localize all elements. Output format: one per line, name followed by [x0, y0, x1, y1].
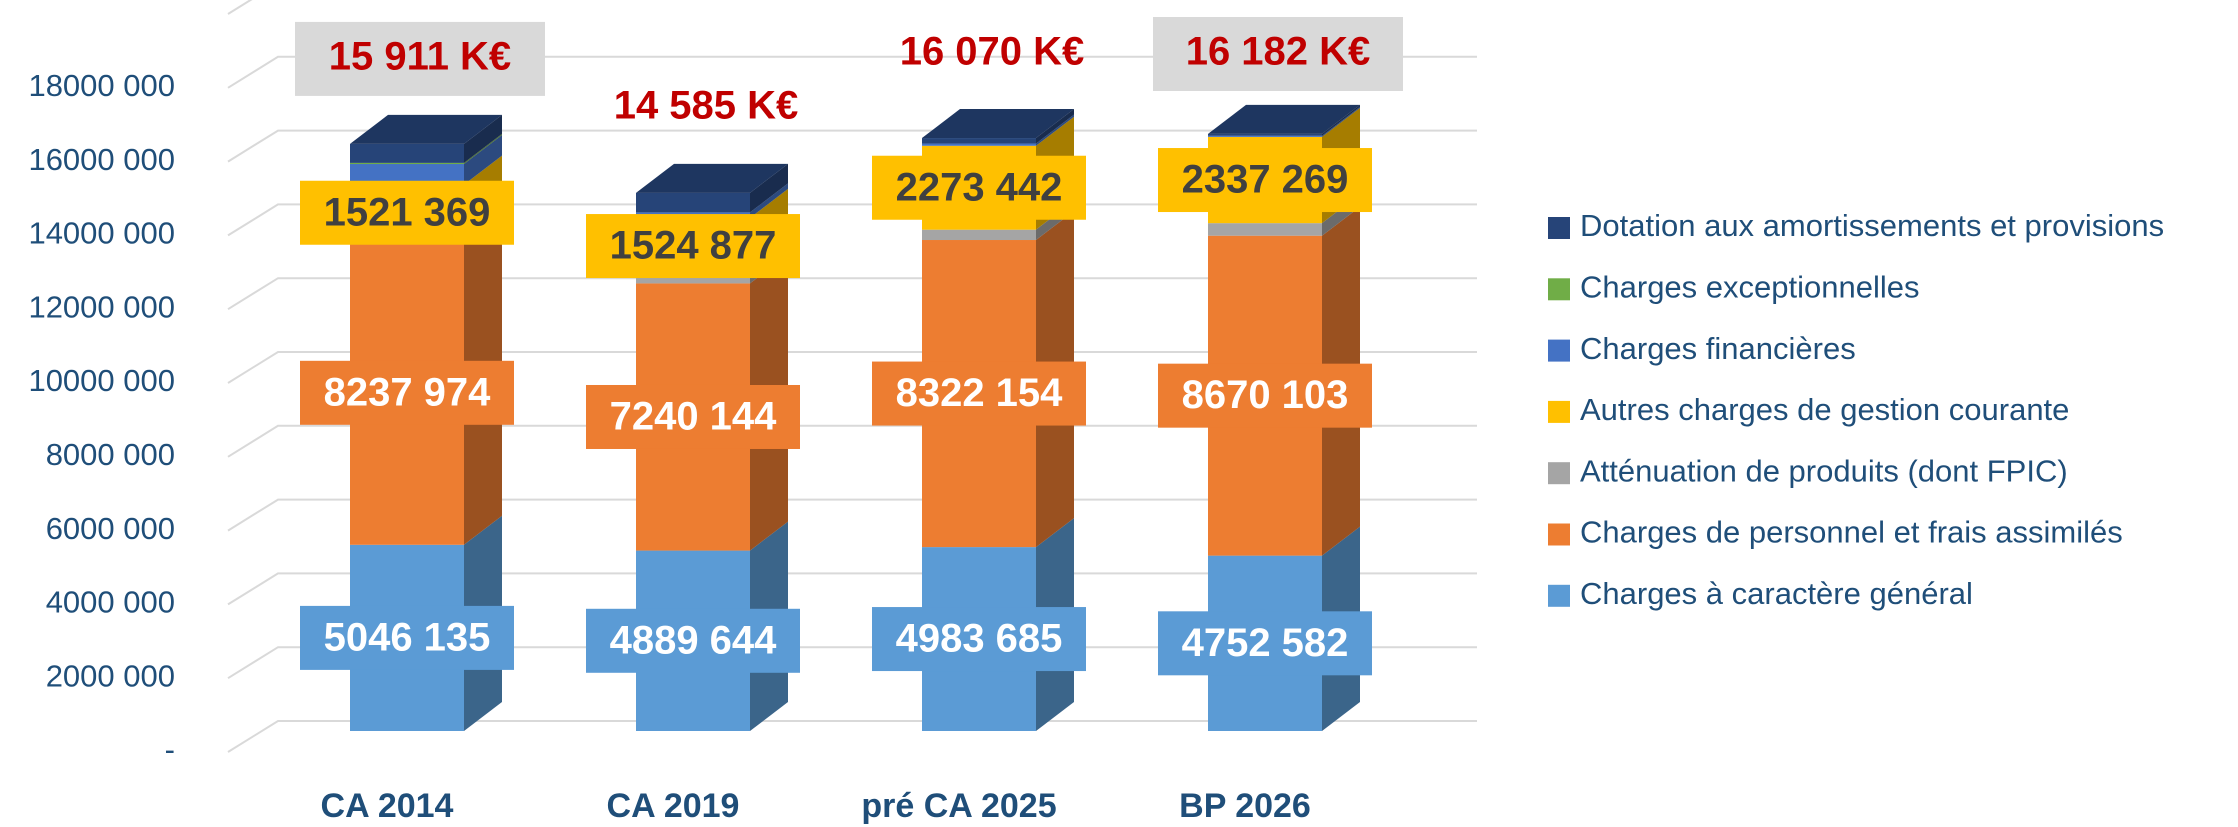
value-label-box: [1158, 363, 1372, 428]
legend-label: Autres charges de gestion courante: [1580, 392, 2069, 427]
bar-side: [1322, 104, 1360, 136]
bar-side: [1036, 109, 1074, 144]
grid-line: [227, 129, 1477, 163]
value-label: 8670 103: [1182, 373, 1349, 417]
legend-label: Dotation aux amortissements et provision…: [1580, 208, 2164, 243]
x-tick-label: CA 2014: [321, 787, 454, 825]
bar-side: [464, 114, 502, 163]
grid-line: [227, 498, 1477, 532]
x-tick-label: pré CA 2025: [861, 787, 1056, 825]
grid-line: [227, 720, 1477, 753]
total-label: 14 585 K€: [614, 83, 799, 127]
bar-top: [636, 163, 788, 193]
bar-segment: [1208, 135, 1322, 137]
grid-line: [227, 55, 1477, 89]
value-label: 4752 582: [1182, 621, 1349, 665]
value-label-box: [300, 360, 514, 425]
legend-label: Charges de personnel et frais assimilés: [1580, 515, 2123, 550]
bar-side: [1322, 106, 1360, 137]
bar-segment: [350, 164, 464, 185]
bar-side: [750, 183, 788, 218]
bar-top: [922, 109, 1074, 139]
bar-segment: [922, 229, 1036, 241]
y-tick-label: 18000 000: [28, 68, 175, 103]
total-label-box: [1153, 17, 1403, 91]
total-label: 15 911 K€: [329, 34, 511, 78]
value-label: 1524 877: [610, 224, 777, 268]
y-tick-label: 2000 000: [46, 658, 175, 693]
legend-swatch: [1548, 217, 1570, 239]
legend-label: Atténuation de produits (dont FPIC): [1580, 453, 2068, 488]
value-label-box: [586, 214, 800, 279]
value-label-box: [586, 608, 800, 673]
bar-top: [1208, 104, 1360, 134]
y-tick-label: 8000 000: [46, 437, 175, 472]
value-label: 1521 369: [324, 190, 491, 234]
legend-swatch: [1548, 462, 1570, 485]
value-label: 5046 135: [324, 615, 491, 659]
bar-segment: [1208, 133, 1322, 136]
value-label-box: [1158, 611, 1372, 676]
y-tick-label: 16000 000: [28, 142, 175, 177]
legend-swatch: [1548, 339, 1570, 362]
legend-swatch: [1548, 400, 1570, 423]
value-label: 4983 685: [896, 617, 1063, 661]
value-label: 7240 144: [610, 395, 778, 439]
bar-side: [750, 163, 788, 213]
y-tick-label: 10000 000: [28, 363, 175, 398]
bar-side: [464, 135, 502, 185]
value-label-box: [1158, 148, 1372, 213]
value-label-box: [586, 384, 800, 449]
value-label-box: [872, 361, 1086, 426]
value-label: 2337 269: [1182, 158, 1349, 202]
bar-segment: [636, 192, 750, 213]
bar-segment: [922, 138, 1036, 144]
value-label: 8237 974: [324, 370, 492, 414]
value-label: 2273 442: [896, 165, 1063, 209]
total-label: 16 182 K€: [1186, 30, 1371, 74]
y-tick-label: 14000 000: [28, 216, 175, 251]
value-label: 4889 644: [610, 618, 778, 662]
legend-swatch: [1548, 278, 1570, 301]
value-label-box: [872, 607, 1086, 672]
y-tick-label: -: [165, 732, 175, 767]
value-label: 8322 154: [896, 371, 1064, 415]
total-label: 16 070 K€: [900, 30, 1085, 74]
bar-segment: [350, 143, 464, 163]
bar-top: [350, 114, 502, 144]
value-label-box: [300, 605, 514, 670]
total-label-box: [295, 21, 545, 96]
value-label-box: [300, 180, 514, 245]
x-tick-label: BP 2026: [1179, 787, 1311, 825]
value-label-box: [872, 155, 1086, 220]
grid-line: [227, 277, 1477, 311]
grid-line: [227, 572, 1477, 606]
bar-side: [1036, 114, 1074, 146]
x-tick-label: CA 2019: [607, 787, 740, 825]
grid-line: [227, 351, 1477, 384]
y-tick-label: 6000 000: [46, 511, 175, 546]
bar-segment: [636, 274, 750, 284]
legend-label: Charges financières: [1580, 331, 1856, 366]
bar-segment: [922, 143, 1036, 146]
legend-label: Charges à caractère général: [1580, 576, 1973, 611]
legend-swatch: [1548, 584, 1570, 607]
grid-line: [227, 0, 253, 15]
legend-swatch: [1548, 523, 1570, 546]
bar-segment: [1208, 223, 1322, 236]
legend-label: Charges exceptionnelles: [1580, 269, 1920, 304]
bar-side: [464, 133, 502, 165]
grid-line: [227, 424, 1477, 458]
bar-segment: [350, 162, 464, 165]
y-tick-label: 12000 000: [28, 289, 175, 324]
y-tick-label: 4000 000: [46, 585, 175, 620]
